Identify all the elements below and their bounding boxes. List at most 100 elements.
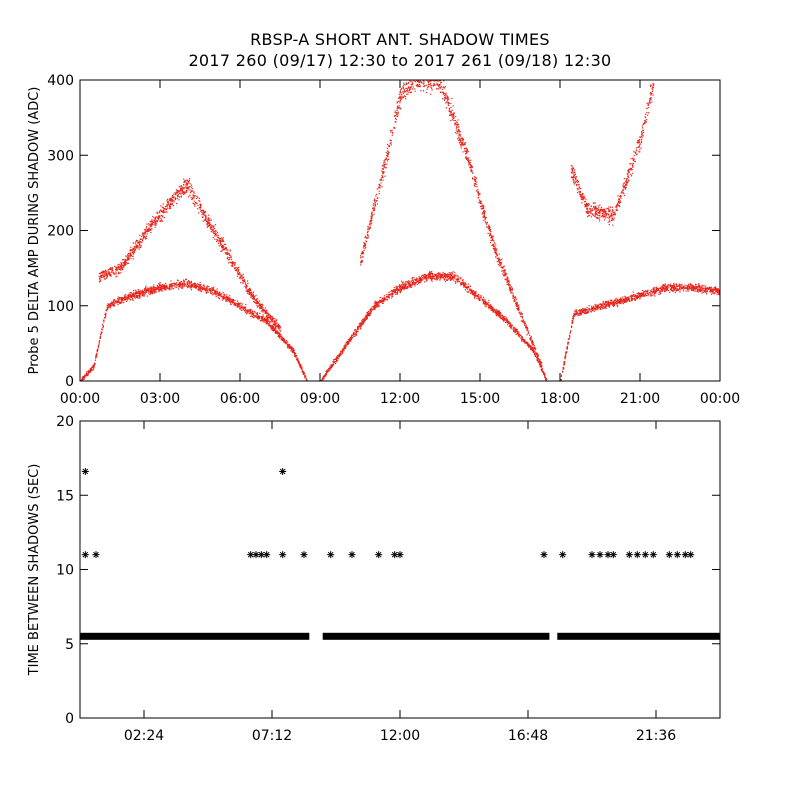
data-point bbox=[509, 325, 511, 327]
data-point bbox=[496, 315, 498, 317]
data-point bbox=[515, 329, 518, 331]
data-point bbox=[132, 294, 134, 296]
data-point bbox=[185, 182, 187, 184]
data-point bbox=[290, 350, 292, 352]
data-point bbox=[522, 338, 524, 340]
data-point bbox=[135, 247, 137, 249]
data-point bbox=[286, 343, 288, 345]
data-point bbox=[352, 332, 354, 334]
data-point bbox=[191, 284, 193, 286]
data-point bbox=[230, 262, 232, 264]
data-point bbox=[393, 115, 396, 117]
data-point bbox=[381, 174, 383, 177]
data-point bbox=[526, 342, 528, 344]
data-point bbox=[472, 291, 474, 293]
data-point bbox=[425, 278, 427, 280]
data-point bbox=[149, 226, 151, 228]
data-point bbox=[183, 193, 185, 195]
data-point bbox=[512, 328, 514, 330]
data-point bbox=[214, 290, 216, 292]
data-point bbox=[519, 313, 521, 315]
data-point bbox=[442, 78, 443, 79]
data-point bbox=[431, 80, 433, 82]
data-point bbox=[154, 219, 156, 222]
data-point bbox=[112, 271, 114, 273]
data-point bbox=[433, 78, 434, 79]
data-point bbox=[98, 341, 100, 343]
data-point bbox=[327, 370, 329, 372]
data-point bbox=[127, 254, 129, 256]
data-point bbox=[328, 368, 330, 370]
data-point bbox=[447, 98, 449, 100]
data-point bbox=[277, 324, 279, 327]
data-point bbox=[414, 283, 416, 285]
data-point bbox=[224, 295, 226, 297]
data-point bbox=[431, 69, 432, 70]
data-point bbox=[329, 368, 331, 370]
data-point bbox=[170, 280, 172, 282]
data-point bbox=[215, 229, 217, 232]
data-point bbox=[478, 299, 481, 301]
data-point bbox=[244, 282, 246, 284]
data-point bbox=[252, 296, 254, 298]
data-point bbox=[451, 272, 453, 274]
data-point bbox=[463, 283, 465, 285]
data-point bbox=[400, 98, 402, 100]
data-point bbox=[157, 219, 160, 221]
data-point bbox=[190, 198, 193, 200]
data-point bbox=[386, 153, 388, 155]
data-point bbox=[491, 240, 493, 242]
data-point bbox=[126, 260, 128, 262]
data-point bbox=[431, 270, 433, 273]
data-point bbox=[416, 278, 418, 280]
data-point bbox=[248, 293, 250, 295]
data-point bbox=[360, 255, 362, 257]
data-point bbox=[454, 272, 456, 274]
data-point bbox=[390, 129, 392, 131]
data-point bbox=[144, 289, 146, 291]
data-point bbox=[467, 286, 469, 288]
data-point bbox=[193, 191, 195, 193]
data-point bbox=[432, 273, 434, 275]
data-point bbox=[99, 340, 101, 342]
data-point bbox=[495, 247, 497, 249]
data-point bbox=[459, 133, 461, 136]
data-point bbox=[437, 80, 439, 82]
data-point bbox=[147, 230, 149, 232]
data-point bbox=[461, 283, 463, 285]
data-point bbox=[409, 282, 411, 284]
data-point bbox=[376, 197, 378, 199]
data-point bbox=[407, 81, 410, 84]
data-point bbox=[437, 275, 439, 278]
data-point bbox=[539, 360, 541, 362]
data-point bbox=[238, 269, 240, 271]
data-point bbox=[122, 265, 124, 267]
data-point bbox=[185, 191, 187, 194]
data-point bbox=[484, 298, 486, 300]
data-point bbox=[395, 293, 397, 295]
data-point bbox=[178, 199, 180, 201]
data-point bbox=[207, 220, 209, 222]
data-point bbox=[172, 195, 174, 197]
data-point bbox=[213, 225, 215, 227]
data-point bbox=[506, 276, 508, 278]
data-point bbox=[264, 321, 266, 323]
data-point bbox=[444, 272, 446, 275]
data-point bbox=[359, 322, 361, 324]
data-point bbox=[88, 369, 90, 371]
data-point bbox=[143, 293, 145, 295]
data-point bbox=[126, 300, 128, 302]
data-point bbox=[120, 266, 122, 268]
data-point bbox=[346, 340, 348, 342]
data-point bbox=[338, 354, 340, 356]
data-point bbox=[227, 249, 229, 251]
data-point bbox=[384, 166, 386, 168]
data-point bbox=[500, 315, 502, 317]
data-point bbox=[230, 256, 232, 258]
data-point bbox=[145, 229, 147, 231]
data-point bbox=[236, 302, 238, 304]
data-point bbox=[188, 180, 190, 182]
data-point bbox=[474, 295, 476, 297]
data-point bbox=[439, 272, 441, 274]
data-point bbox=[181, 186, 183, 188]
